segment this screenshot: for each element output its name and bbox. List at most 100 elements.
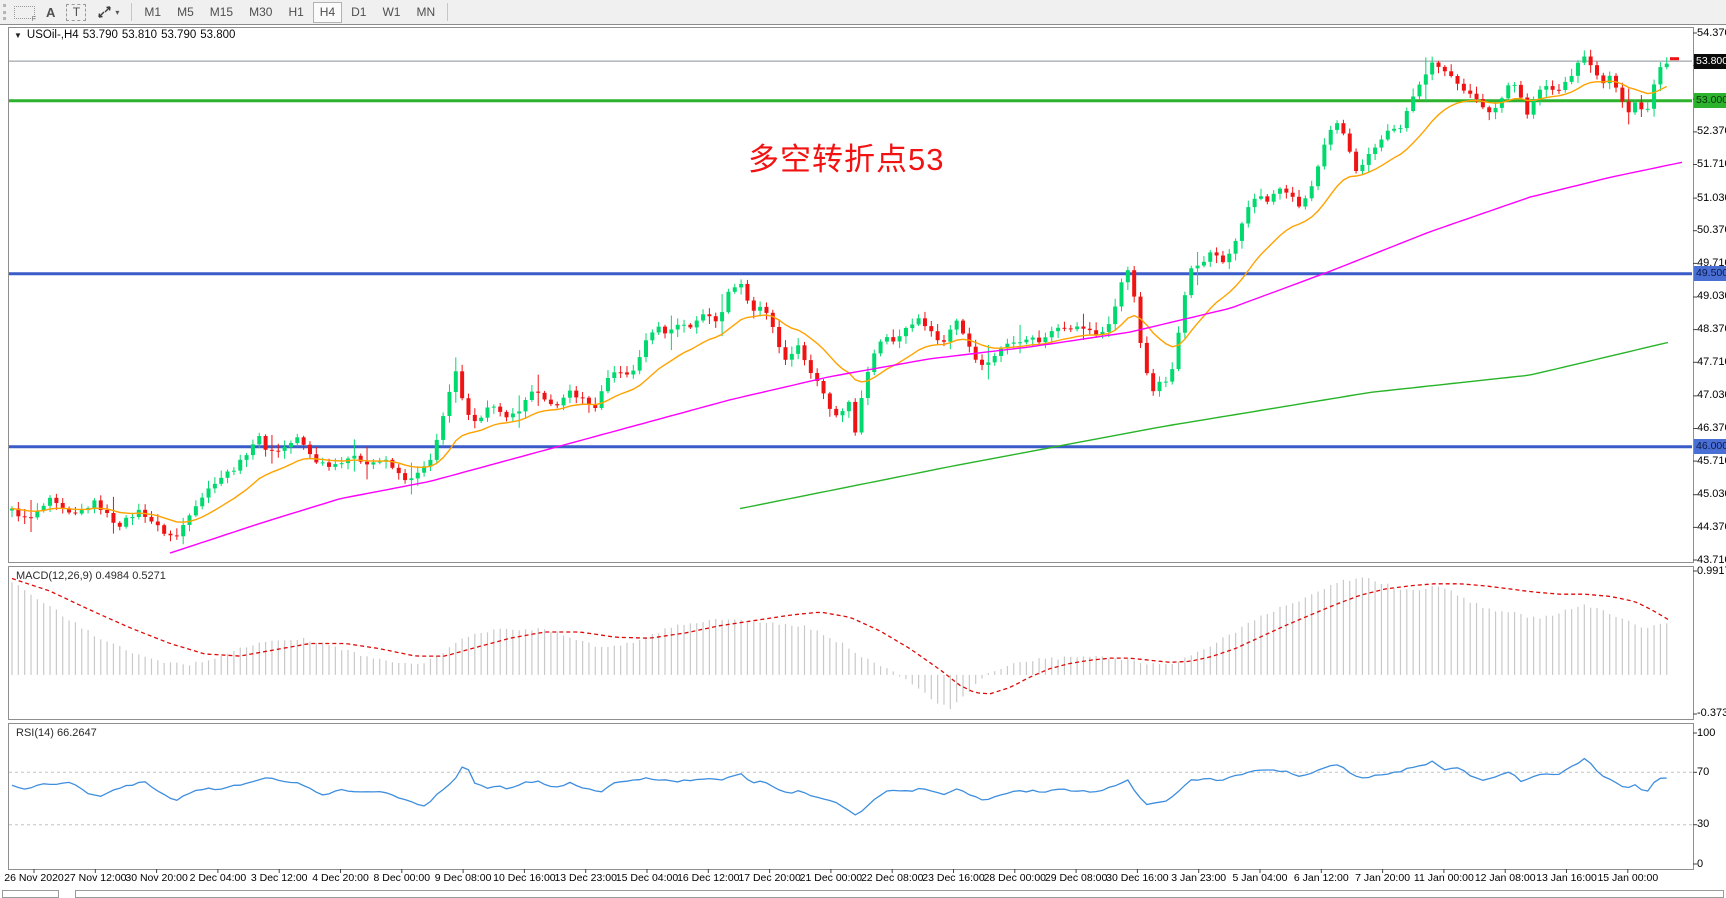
price-badge-46.000: 46.000 (1694, 439, 1726, 455)
macd-indicator-label: MACD(12,26,9) 0.4984 0.5271 (16, 570, 166, 582)
ma-mid-line (169, 161, 1683, 554)
macd-main-value: 0.4984 (95, 570, 130, 582)
time-label-26: 13 Jan 16:00 (1536, 872, 1597, 884)
time-label-17: 28 Dec 00:00 (983, 872, 1047, 884)
symbol-label: USOil-,H4 (26, 29, 79, 41)
open-value: 53.790 (82, 29, 118, 41)
price-tick-47.710: 47.710 (1697, 355, 1726, 368)
timeframe-button-m15[interactable]: M15 (203, 2, 240, 23)
rsi-name: RSI(14) (16, 727, 54, 739)
time-label-3: 30 Nov 20:00 (125, 872, 188, 884)
timeframe-button-d1[interactable]: D1 (344, 2, 373, 23)
chart-ohlc-readout: ▼ USOil-,H4 53.790 53.810 53.790 53.800 (14, 29, 239, 41)
low-value: 53.790 (161, 29, 197, 41)
macd-name: MACD(12,26,9) (16, 570, 93, 582)
timeframe-button-m30[interactable]: M30 (242, 2, 279, 23)
axis-ticks (33, 32, 1697, 873)
time-label-24: 11 Jan 00:00 (1413, 872, 1474, 884)
time-label-10: 13 Dec 23:00 (554, 872, 617, 884)
price-tick-45.710: 45.710 (1697, 454, 1726, 467)
toolbar-grip-icon[interactable]: F (14, 5, 36, 23)
rsi-line (11, 757, 1667, 816)
toolbar-separator (447, 3, 449, 21)
chevron-down-icon: ▾ (115, 7, 120, 17)
time-label-1: 26 Nov 2020 (4, 872, 64, 884)
rsi-scale-0: 0 (1697, 857, 1704, 870)
diagonal-arrows-icon (98, 6, 112, 18)
ma-slow-line (739, 341, 1669, 510)
time-label-15: 22 Dec 08:00 (860, 872, 924, 884)
close-value: 53.800 (200, 29, 236, 41)
rsi-scale-70: 70 (1697, 765, 1710, 778)
price-tick-52.370: 52.370 (1697, 125, 1726, 138)
toolbar-separator (131, 3, 133, 21)
toolbar-drag-handle[interactable] (3, 4, 7, 20)
price-tick-48.370: 48.370 (1697, 323, 1726, 336)
timeframe-button-mn[interactable]: MN (409, 2, 442, 23)
time-label-27: 15 Jan 00:00 (1597, 872, 1659, 884)
timeframe-button-w1[interactable]: W1 (375, 2, 407, 23)
price-tick-50.370: 50.370 (1697, 224, 1726, 237)
time-label-11: 15 Dec 04:00 (615, 872, 679, 884)
rsi-value: 66.2647 (56, 727, 97, 739)
text-tool-button[interactable]: T (66, 3, 87, 21)
price-tick-49.030: 49.030 (1697, 290, 1726, 303)
time-label-8: 9 Dec 08:00 (434, 872, 492, 884)
time-label-2: 27 Nov 12:00 (64, 872, 127, 884)
price-badge-53.000: 53.000 (1694, 93, 1726, 109)
time-label-20: 3 Jan 23:00 (1171, 872, 1227, 884)
scrollbar-thumb[interactable] (75, 890, 1724, 898)
collapse-triangle-icon[interactable]: ▼ (14, 31, 22, 40)
time-label-7: 8 Dec 00:00 (373, 872, 431, 884)
timeframe-button-m5[interactable]: M5 (170, 2, 201, 23)
time-label-21: 5 Jan 04:00 (1232, 872, 1288, 884)
timeframe-button-h4[interactable]: H4 (312, 1, 343, 23)
time-label-6: 4 Dec 20:00 (312, 872, 369, 884)
chart-annotation-text[interactable]: 多空转折点53 (748, 142, 945, 177)
time-label-4: 2 Dec 04:00 (189, 872, 247, 884)
price-tick-45.030: 45.030 (1697, 488, 1726, 501)
price-tick-49.710: 49.710 (1697, 256, 1726, 269)
macd-signal-value: 0.5271 (132, 570, 166, 582)
price-badge-49.500: 49.500 (1694, 266, 1726, 282)
rsi-pane[interactable] (8, 723, 1694, 870)
macd-pane[interactable] (8, 566, 1694, 720)
toolbar: F A T ▾ M1 M5 M15 M30 H1 H4 D1 W1 MN (0, 0, 1726, 25)
high-value: 53.810 (121, 29, 158, 41)
price-tick-47.030: 47.030 (1697, 389, 1726, 402)
macd-scale-bottom: -0.373 (1697, 707, 1726, 719)
time-label-16: 23 Dec 16:00 (922, 872, 985, 884)
scrollbar-left-box[interactable] (2, 890, 59, 898)
price-tick-51.710: 51.710 (1697, 158, 1726, 170)
last-price-marker (1670, 57, 1679, 61)
price-tick-54.370: 54.370 (1697, 26, 1726, 39)
rsi-scale-100: 100 (1697, 726, 1716, 739)
price-tick-43.710: 43.710 (1697, 553, 1726, 566)
time-label-23: 7 Jan 20:00 (1355, 872, 1411, 884)
candlesticks[interactable] (10, 49, 1669, 545)
macd-histogram (11, 577, 1668, 710)
time-label-19: 30 Dec 16:00 (1106, 872, 1169, 884)
macd-scale-top: 0.9917 (1697, 565, 1726, 577)
time-label-18: 29 Dec 08:00 (1044, 872, 1108, 884)
time-label-9: 10 Dec 16:00 (493, 872, 556, 884)
time-label-5: 3 Dec 12:00 (250, 872, 308, 884)
time-label-25: 12 Jan 08:00 (1474, 872, 1536, 884)
timeframe-group: M1 M5 M15 M30 H1 H4 D1 W1 MN (137, 1, 442, 23)
timeframe-button-m1[interactable]: M1 (137, 2, 168, 23)
rsi-indicator-label: RSI(14) 66.2647 (16, 727, 97, 739)
macd-signal-line (11, 577, 1669, 695)
main-chart-pane[interactable] (8, 27, 1694, 563)
price-badge-53.800: 53.800 (1694, 53, 1726, 69)
cursor-tool-button[interactable]: ▾ (90, 2, 126, 23)
price-tick-44.370: 44.370 (1697, 520, 1726, 533)
ema-fast-line (11, 80, 1668, 523)
timeframe-button-h1[interactable]: H1 (281, 2, 310, 23)
price-tick-51.030: 51.030 (1697, 191, 1726, 204)
time-label-22: 6 Jan 12:00 (1293, 872, 1349, 884)
time-label-14: 21 Dec 00:00 (799, 872, 863, 884)
arrow-label-tool-button[interactable]: A (39, 2, 62, 23)
price-tick-46.370: 46.370 (1697, 421, 1726, 434)
time-label-13: 17 Dec 20:00 (738, 872, 801, 884)
